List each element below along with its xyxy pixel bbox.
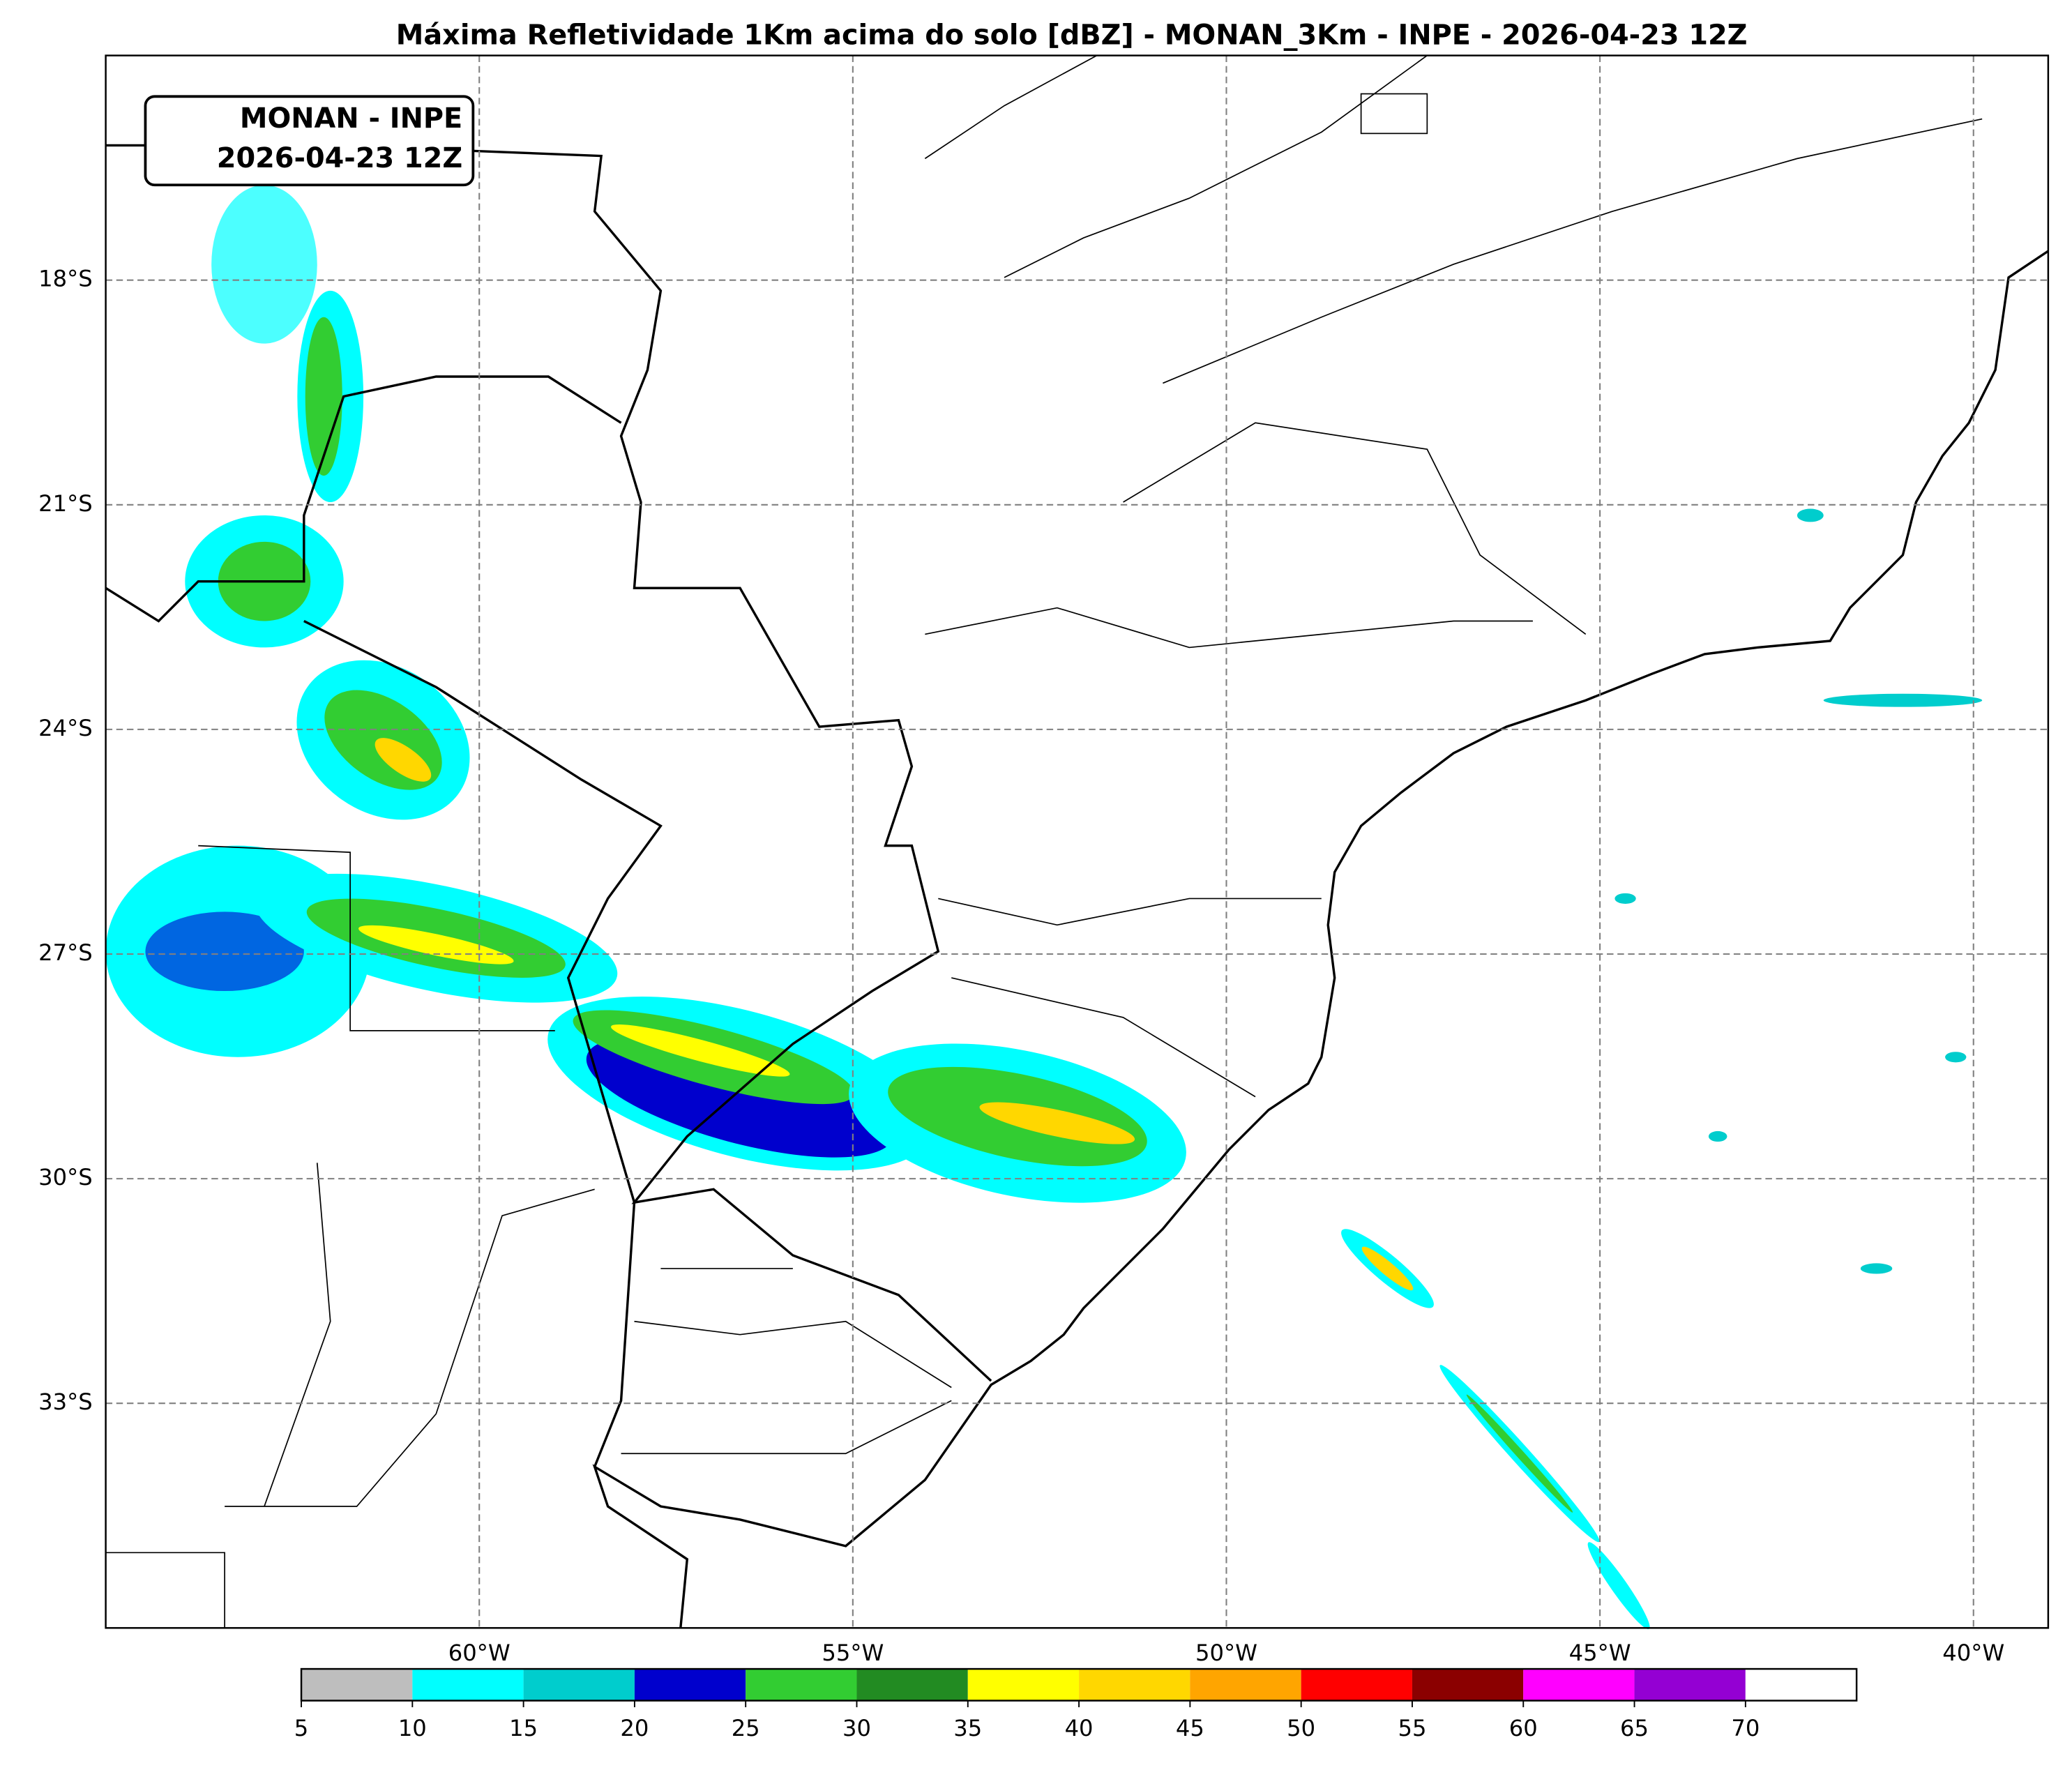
- echo: [305, 317, 342, 476]
- y-tick-label: 18°S: [38, 266, 93, 292]
- colorbar-segment: [1523, 1669, 1635, 1701]
- colorbar-segment: [746, 1669, 857, 1701]
- echo: [1860, 1263, 1893, 1274]
- echo: [211, 185, 317, 344]
- echo: [611, 1024, 790, 1077]
- colorbar-tick-label: 5: [294, 1715, 309, 1741]
- echo: [1823, 693, 1983, 707]
- reflectivity-field: [105, 185, 1983, 1630]
- echo: [1615, 893, 1636, 904]
- colorbar-segment: [1301, 1669, 1412, 1701]
- echo: [1587, 1542, 1650, 1630]
- colorbar-tick-label: 55: [1398, 1715, 1426, 1741]
- x-tick-label: 50°W: [1195, 1640, 1257, 1666]
- y-tick-label: 24°S: [38, 715, 93, 741]
- colorbar: 5 10 15 20 25 30 35 40 45 50 55 60 65 70: [294, 1667, 1858, 1741]
- national-border: [105, 375, 622, 623]
- x-tick-label: 40°W: [1942, 1640, 2004, 1666]
- y-tick-label: 33°S: [38, 1389, 93, 1415]
- colorbar-segment: [301, 1669, 413, 1701]
- colorbar-segment: [523, 1669, 635, 1701]
- map-frame: [105, 54, 2050, 1629]
- colorbar-tick-label: 45: [1176, 1715, 1204, 1741]
- colorbar-tick-label: 15: [509, 1715, 538, 1741]
- colorbar-tick-label: 70: [1731, 1715, 1760, 1741]
- colorbar-tick-label: 40: [1065, 1715, 1094, 1741]
- title: Máxima Refletividade 1Km acima do solo […: [396, 20, 1748, 52]
- colorbar-segment: [1634, 1669, 1746, 1701]
- y-tick-label: 21°S: [38, 490, 93, 517]
- echo: [979, 1102, 1135, 1144]
- colorbar-tick-label: 60: [1509, 1715, 1538, 1741]
- colorbar-segment: [1745, 1669, 1857, 1701]
- colorbar-segment: [634, 1669, 746, 1701]
- coastline: [592, 250, 2049, 1628]
- colorbar-tick-label: 30: [842, 1715, 871, 1741]
- echo: [1466, 1394, 1573, 1513]
- annotation-line: 2026-04-23 12Z: [217, 142, 462, 174]
- colorbar-tick-label: 25: [732, 1715, 760, 1741]
- political-borders: [105, 54, 2049, 1628]
- echo: [1945, 1052, 1967, 1063]
- echo: [358, 925, 514, 965]
- colorbar-segment: [1412, 1669, 1524, 1701]
- annotation-line: MONAN - INPE: [240, 103, 462, 135]
- colorbar-segment: [1190, 1669, 1301, 1701]
- colorbar-tick-label: 35: [953, 1715, 982, 1741]
- colorbar-segment: [1079, 1669, 1190, 1701]
- state-border: [105, 54, 1983, 1628]
- national-border: [105, 144, 992, 1382]
- x-tick-label: 60°W: [448, 1640, 511, 1666]
- colorbar-segment: [412, 1669, 524, 1701]
- y-tick-label: 30°S: [38, 1164, 93, 1190]
- echo: [1361, 1246, 1414, 1291]
- echo: [145, 912, 304, 992]
- colorbar-tick-label: 20: [620, 1715, 649, 1741]
- colorbar-segment: [967, 1669, 1080, 1701]
- x-tick-label: 55°W: [822, 1640, 884, 1666]
- colorbar-segment: [856, 1669, 968, 1701]
- y-tick-label: 27°S: [38, 939, 93, 966]
- x-tick-label: 45°W: [1569, 1640, 1631, 1666]
- annotation-box: [144, 95, 475, 187]
- colorbar-tick-label: 65: [1620, 1715, 1649, 1741]
- colorbar-tick-label: 10: [398, 1715, 427, 1741]
- echo: [1708, 1130, 1727, 1142]
- state-border: [1360, 93, 1428, 135]
- echo: [375, 738, 432, 782]
- colorbar-tick-label: 50: [1287, 1715, 1315, 1741]
- grid: [105, 55, 2048, 1628]
- echo: [1797, 508, 1824, 522]
- national-border: [303, 620, 663, 1467]
